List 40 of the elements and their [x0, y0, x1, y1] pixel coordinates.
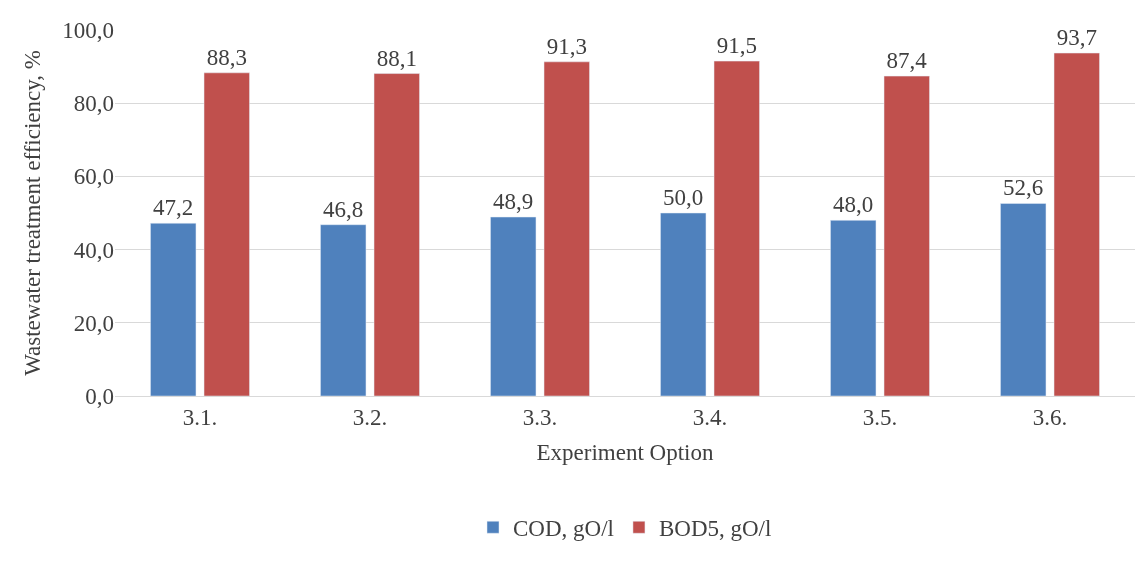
y-axis-title: Wastewater treatment efficiency, %	[19, 50, 45, 376]
y-tick-label: 60,0	[73, 164, 114, 190]
bar	[373, 73, 420, 396]
bar	[883, 75, 930, 396]
data-label: 93,7	[1056, 25, 1097, 51]
x-tick-label: 3.1.	[182, 404, 218, 430]
data-label: 91,5	[716, 33, 757, 59]
x-axis-title: Experiment Option	[536, 440, 714, 466]
y-tick-label: 0,0	[85, 384, 114, 410]
data-label: 50,0	[663, 185, 704, 210]
data-label: 91,3	[546, 33, 587, 59]
x-tick-label: 3.2.	[352, 404, 388, 430]
x-tick-label: 3.6.	[1032, 404, 1068, 430]
y-tick-label: 80,0	[73, 91, 114, 117]
bar	[543, 61, 590, 396]
bar	[203, 72, 250, 396]
x-tick-label: 3.5.	[862, 404, 898, 430]
data-label: 48,0	[833, 192, 874, 218]
data-label: 48,9	[493, 189, 534, 215]
y-tick-label: 20,0	[73, 310, 114, 336]
bar	[830, 220, 877, 396]
data-label: 88,1	[376, 45, 417, 71]
x-tick-label: 3.3.	[522, 404, 558, 430]
bar	[490, 216, 537, 396]
data-label: 47,2	[153, 195, 194, 221]
bar	[1000, 203, 1047, 396]
x-tick-label: 3.4.	[692, 404, 728, 430]
bar	[1053, 52, 1100, 396]
data-label: 46,8	[323, 196, 364, 222]
y-tick-label: 40,0	[73, 237, 114, 263]
y-tick-label: 100,0	[62, 18, 114, 44]
data-label: 87,4	[886, 48, 928, 74]
bar	[660, 212, 707, 396]
data-label: 88,3	[206, 44, 247, 70]
legend-label: BOD5, gO/l	[658, 516, 772, 542]
legend-label: COD, gO/l	[513, 516, 614, 542]
bar	[150, 223, 197, 396]
bar	[320, 224, 367, 396]
bar	[713, 60, 760, 396]
data-label: 52,6	[1003, 175, 1044, 201]
